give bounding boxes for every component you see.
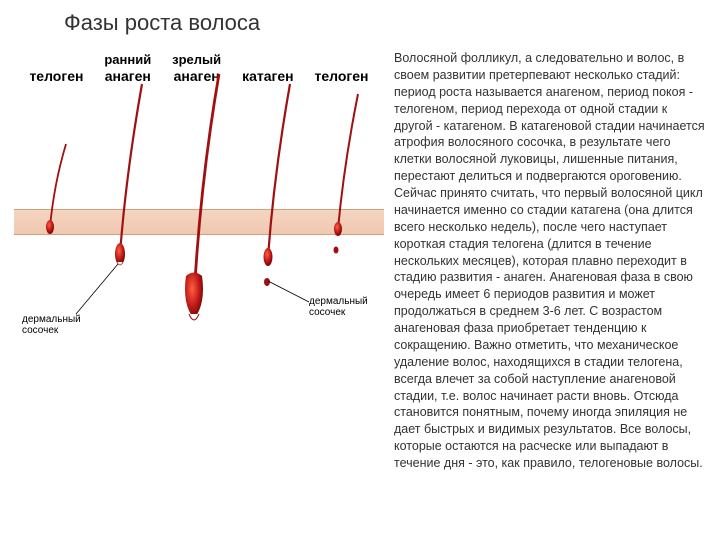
hair-early-anagen [115,84,142,265]
annotation-right: дермальный сосочек [309,296,368,318]
hair-telogen-2 [334,94,359,254]
hair-telogen-1 [46,144,66,234]
page-title: Фазы роста волоса [64,10,384,36]
annotation-line-left [76,264,118,314]
hair-catagen [264,84,291,286]
annotation-line-right [268,281,309,302]
diagram-panel: Фазы роста волоса телоген ранний анаген … [14,10,384,530]
annotation-left: дермальный сосочек [22,314,81,336]
text-panel: Волосяной фолликул, а следовательно и во… [384,10,706,530]
body-paragraph: Волосяной фолликул, а следовательно и во… [394,50,706,472]
hair-mature-anagen [185,74,219,320]
hair-phase-diagram: телоген ранний анаген зрелый анаген ката… [14,44,384,364]
